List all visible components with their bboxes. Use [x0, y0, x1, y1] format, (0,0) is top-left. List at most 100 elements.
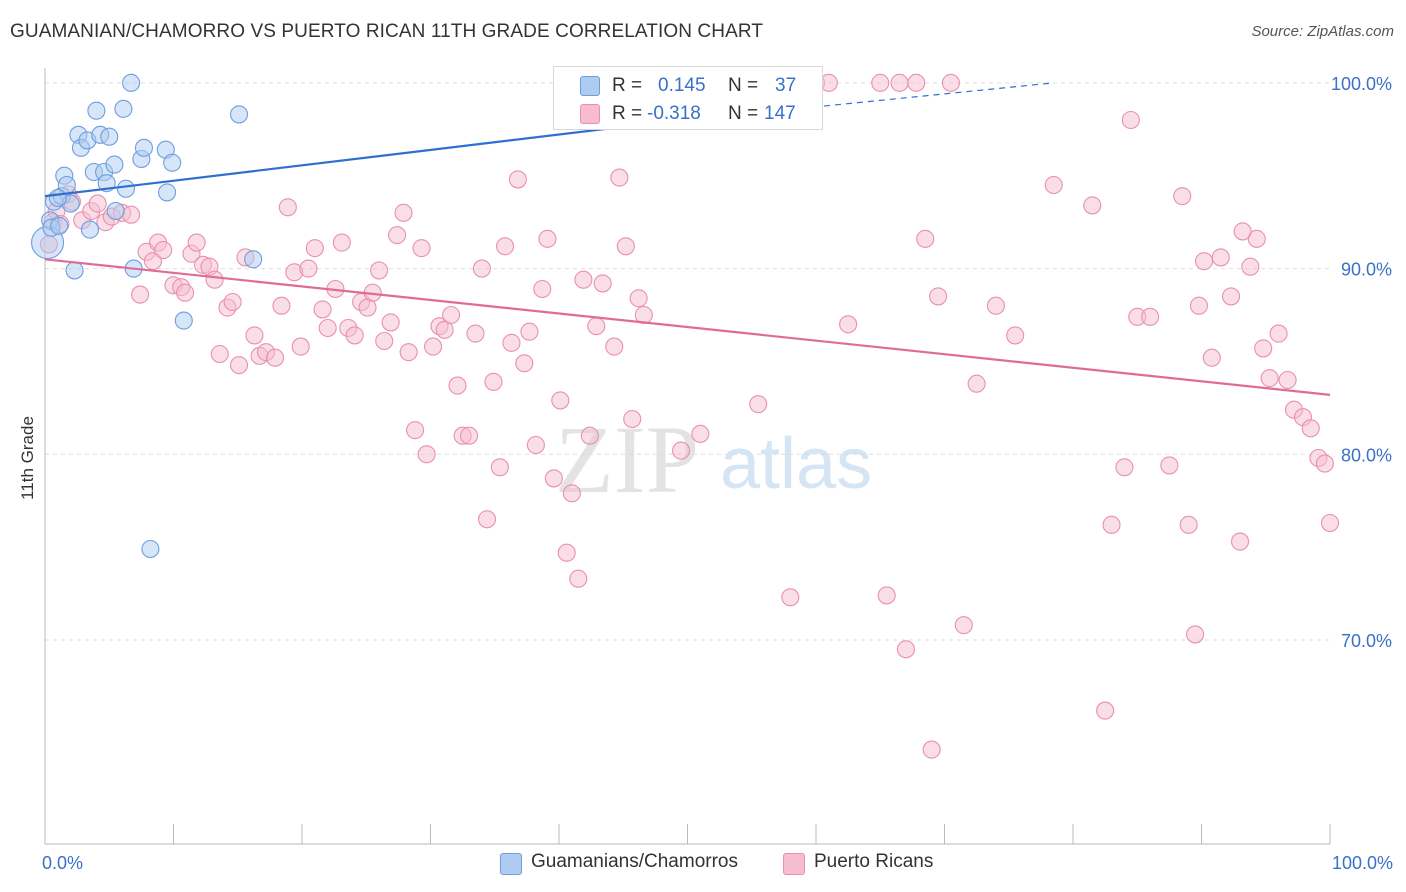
- data-point: [1260, 369, 1279, 388]
- data-point: [557, 543, 576, 562]
- data-point: [1044, 175, 1063, 195]
- data-point: [562, 484, 581, 503]
- legend-n-label: N =: [728, 103, 759, 124]
- data-point: [896, 640, 916, 659]
- data-point: [520, 322, 539, 341]
- data-point: [605, 337, 624, 356]
- legend-row-puerto-ricans: R = -0.318 N = 147: [554, 99, 822, 127]
- data-point: [477, 510, 497, 529]
- data-point: [412, 239, 431, 258]
- legend-n-label: N =: [728, 75, 759, 96]
- trend-line-puerto-ricans: [44, 258, 1331, 396]
- data-point: [941, 73, 960, 92]
- data-point: [1195, 252, 1214, 271]
- source-label: Source: ZipAtlas.com: [1251, 23, 1394, 40]
- data-point: [406, 421, 425, 440]
- data-point: [318, 318, 337, 338]
- legend-swatch-blue: [580, 76, 600, 96]
- data-point: [424, 337, 443, 356]
- stats-legend: R = 0.145 N = 37 R = -0.318 N = 147: [553, 66, 823, 130]
- data-point: [967, 374, 986, 393]
- data-point: [691, 424, 710, 443]
- trend-line-guamanians: [44, 122, 650, 198]
- legend-swatch-blue: [500, 853, 522, 875]
- data-point: [484, 372, 503, 391]
- data-point: [629, 289, 648, 308]
- legend-n-value: 37: [775, 75, 797, 96]
- data-point: [1121, 110, 1140, 130]
- x-tick-label: 0.0%: [42, 853, 83, 873]
- data-point: [345, 326, 364, 345]
- data-point: [587, 317, 606, 336]
- data-point: [986, 296, 1005, 315]
- data-point: [533, 279, 552, 299]
- data-point: [1301, 419, 1320, 438]
- data-point: [48, 188, 67, 208]
- data-point: [472, 259, 491, 278]
- data-point: [87, 101, 106, 120]
- data-point: [1102, 515, 1121, 534]
- data-point: [1202, 348, 1221, 367]
- data-point: [394, 203, 413, 222]
- data-point: [229, 356, 249, 375]
- data-point: [105, 155, 124, 174]
- data-point: [1222, 287, 1241, 306]
- data-point: [526, 435, 545, 455]
- data-point: [299, 259, 318, 278]
- data-point: [278, 198, 297, 217]
- data-point: [515, 354, 534, 373]
- data-point: [122, 73, 141, 92]
- data-point: [313, 300, 332, 319]
- data-point: [122, 205, 141, 224]
- data-point: [781, 588, 800, 607]
- data-point: [291, 337, 310, 356]
- data-point: [1315, 454, 1334, 473]
- data-point: [544, 469, 563, 488]
- y-tick-label: 80.0%: [1341, 445, 1392, 465]
- data-point: [210, 344, 229, 364]
- data-point: [272, 296, 291, 315]
- data-point: [245, 326, 264, 345]
- data-point: [388, 226, 407, 245]
- data-point: [1186, 625, 1205, 644]
- y-tick-label: 70.0%: [1341, 631, 1392, 651]
- data-point: [502, 333, 521, 352]
- y-tick-label: 90.0%: [1341, 260, 1392, 280]
- legend-r-value: 0.145: [658, 75, 706, 96]
- data-point: [1189, 296, 1208, 315]
- data-point: [205, 270, 224, 289]
- data-point: [370, 261, 389, 280]
- data-point: [131, 285, 150, 304]
- data-point: [244, 250, 263, 269]
- data-point: [229, 105, 249, 124]
- data-point: [114, 99, 133, 118]
- data-point: [1233, 222, 1252, 241]
- data-point: [610, 168, 629, 187]
- data-point: [158, 183, 177, 202]
- data-point: [538, 229, 557, 248]
- data-point: [574, 270, 593, 289]
- data-point: [448, 376, 467, 395]
- legend-swatch-pink: [580, 104, 600, 124]
- data-point: [929, 287, 948, 306]
- data-point: [80, 220, 100, 239]
- data-point: [877, 586, 896, 605]
- data-point: [593, 274, 612, 293]
- data-point: [916, 229, 935, 248]
- data-point: [1278, 370, 1297, 390]
- data-point: [1241, 257, 1260, 276]
- y-tick-label: 100.0%: [1331, 74, 1392, 94]
- watermark-atlas: atlas: [720, 424, 872, 504]
- data-point: [1173, 187, 1192, 206]
- legend-r-value: -0.318: [647, 103, 701, 124]
- legend-row-guamanians: R = 0.145 N = 37: [554, 71, 822, 99]
- data-point: [141, 539, 160, 559]
- y-axis-label: 11th Grade: [18, 416, 37, 500]
- data-point: [332, 233, 351, 252]
- data-point: [399, 343, 418, 362]
- data-point: [1096, 701, 1115, 720]
- data-point: [749, 395, 768, 414]
- data-point: [417, 445, 436, 464]
- data-point: [922, 740, 941, 759]
